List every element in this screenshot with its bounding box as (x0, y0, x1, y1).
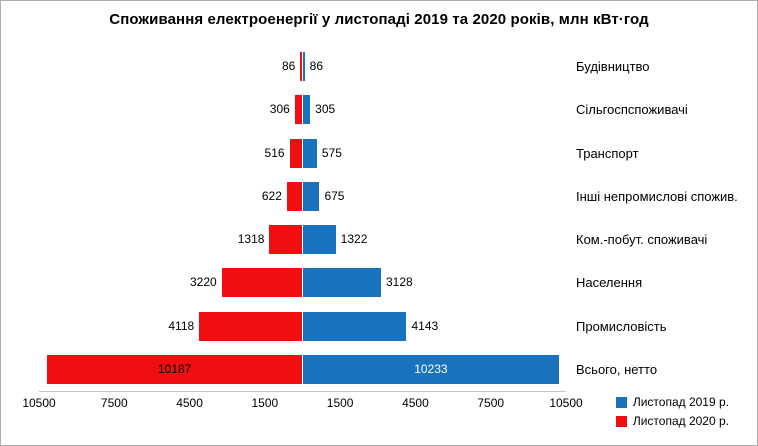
bar-2019 (302, 268, 381, 298)
bar-2020 (286, 181, 303, 211)
x-tick-label: 7500 (477, 396, 505, 410)
bar-2019 (302, 311, 407, 341)
bar-label-2020: 10187 (157, 361, 192, 376)
bar-2019 (302, 95, 311, 125)
bar-2020 (300, 52, 303, 82)
legend-swatch-2019 (615, 396, 627, 408)
x-axis-ticks: 10500 7500 4500 1500 1500 4500 7500 10500 (22, 396, 582, 412)
legend: Листопад 2019 р. Листопад 2020 р. (615, 395, 729, 428)
bar-label-2019: 86 (309, 59, 324, 73)
bar-2020 (289, 138, 303, 168)
bar-label-2020: 4118 (168, 318, 195, 333)
bar-label-2019: 305 (315, 102, 336, 117)
chart-row: 10187 10233 (39, 348, 566, 391)
bar-label-2020: 622 (261, 188, 282, 203)
bar-label-2020: 86 (281, 59, 296, 73)
x-tick-label: 4500 (402, 396, 429, 410)
plot-area: 86 86 306 305 516 575 622 675 1318 1322 3220 3128 41… (39, 45, 566, 391)
bar-2019 (302, 354, 560, 384)
bar-2019 (302, 181, 320, 211)
chart-row: 622 675 (39, 175, 566, 218)
bar-2019 (302, 52, 305, 82)
bar-2020 (46, 354, 303, 384)
category-label: Промисловість (576, 318, 667, 334)
x-tick-label: 7500 (100, 396, 128, 410)
bar-label-2020: 306 (269, 102, 290, 117)
bar-label-2019: 4143 (411, 318, 439, 333)
bar-2019 (302, 138, 317, 168)
bar-label-2019: 675 (324, 188, 345, 203)
legend-label-2020: Листопад 2020 р. (632, 414, 729, 428)
bar-label-2019: 3128 (385, 275, 413, 290)
x-tick-label: 10500 (22, 396, 56, 410)
bar-2020 (269, 225, 303, 255)
bar-2019 (302, 225, 336, 255)
chart-row: 4118 4143 (39, 305, 566, 348)
x-tick-label: 10500 (549, 396, 583, 410)
x-axis-line (39, 391, 566, 392)
category-label: Сільгоспспоживачі (576, 102, 688, 118)
legend-label-2019: Листопад 2019 р. (632, 395, 729, 409)
legend-item-2019: Листопад 2019 р. (615, 395, 729, 409)
chart-row: 306 305 (39, 88, 566, 131)
x-tick-label: 1500 (326, 396, 354, 410)
category-label: Всього, нетто (576, 361, 658, 377)
bar-2020 (199, 311, 303, 341)
bar-2020 (221, 268, 303, 298)
category-label: Ком.-побут. споживачі (576, 232, 708, 248)
bar-2020 (294, 95, 303, 125)
category-axis: Будівництво Сільгоспспоживачі Транспорт Інш… (576, 45, 756, 391)
chart-title: Споживання електроенергії у листопаді 20… (109, 11, 649, 28)
bar-label-2020: 516 (264, 145, 285, 160)
chart-row: 3220 3128 (39, 261, 566, 304)
bar-label-2020: 1318 (237, 232, 265, 246)
x-tick-label: 1500 (251, 396, 279, 410)
bar-label-2019: 1322 (340, 232, 368, 246)
chart-row: 86 86 (39, 45, 566, 88)
category-label: Населення (576, 275, 643, 291)
bar-label-2019: 10233 (414, 361, 448, 376)
x-tick-label: 4500 (176, 396, 203, 410)
category-label: Транспорт (576, 145, 639, 161)
category-label: Будівництво (576, 59, 650, 75)
bar-label-2019: 575 (321, 145, 342, 160)
category-label: Інші непромислові спожив. (576, 188, 738, 204)
legend-item-2020: Листопад 2020 р. (615, 414, 729, 428)
bar-label-2020: 3220 (190, 275, 217, 290)
chart-row: 1318 1322 (39, 218, 566, 261)
legend-swatch-2020 (615, 415, 627, 427)
chart-row: 516 575 (39, 132, 566, 175)
